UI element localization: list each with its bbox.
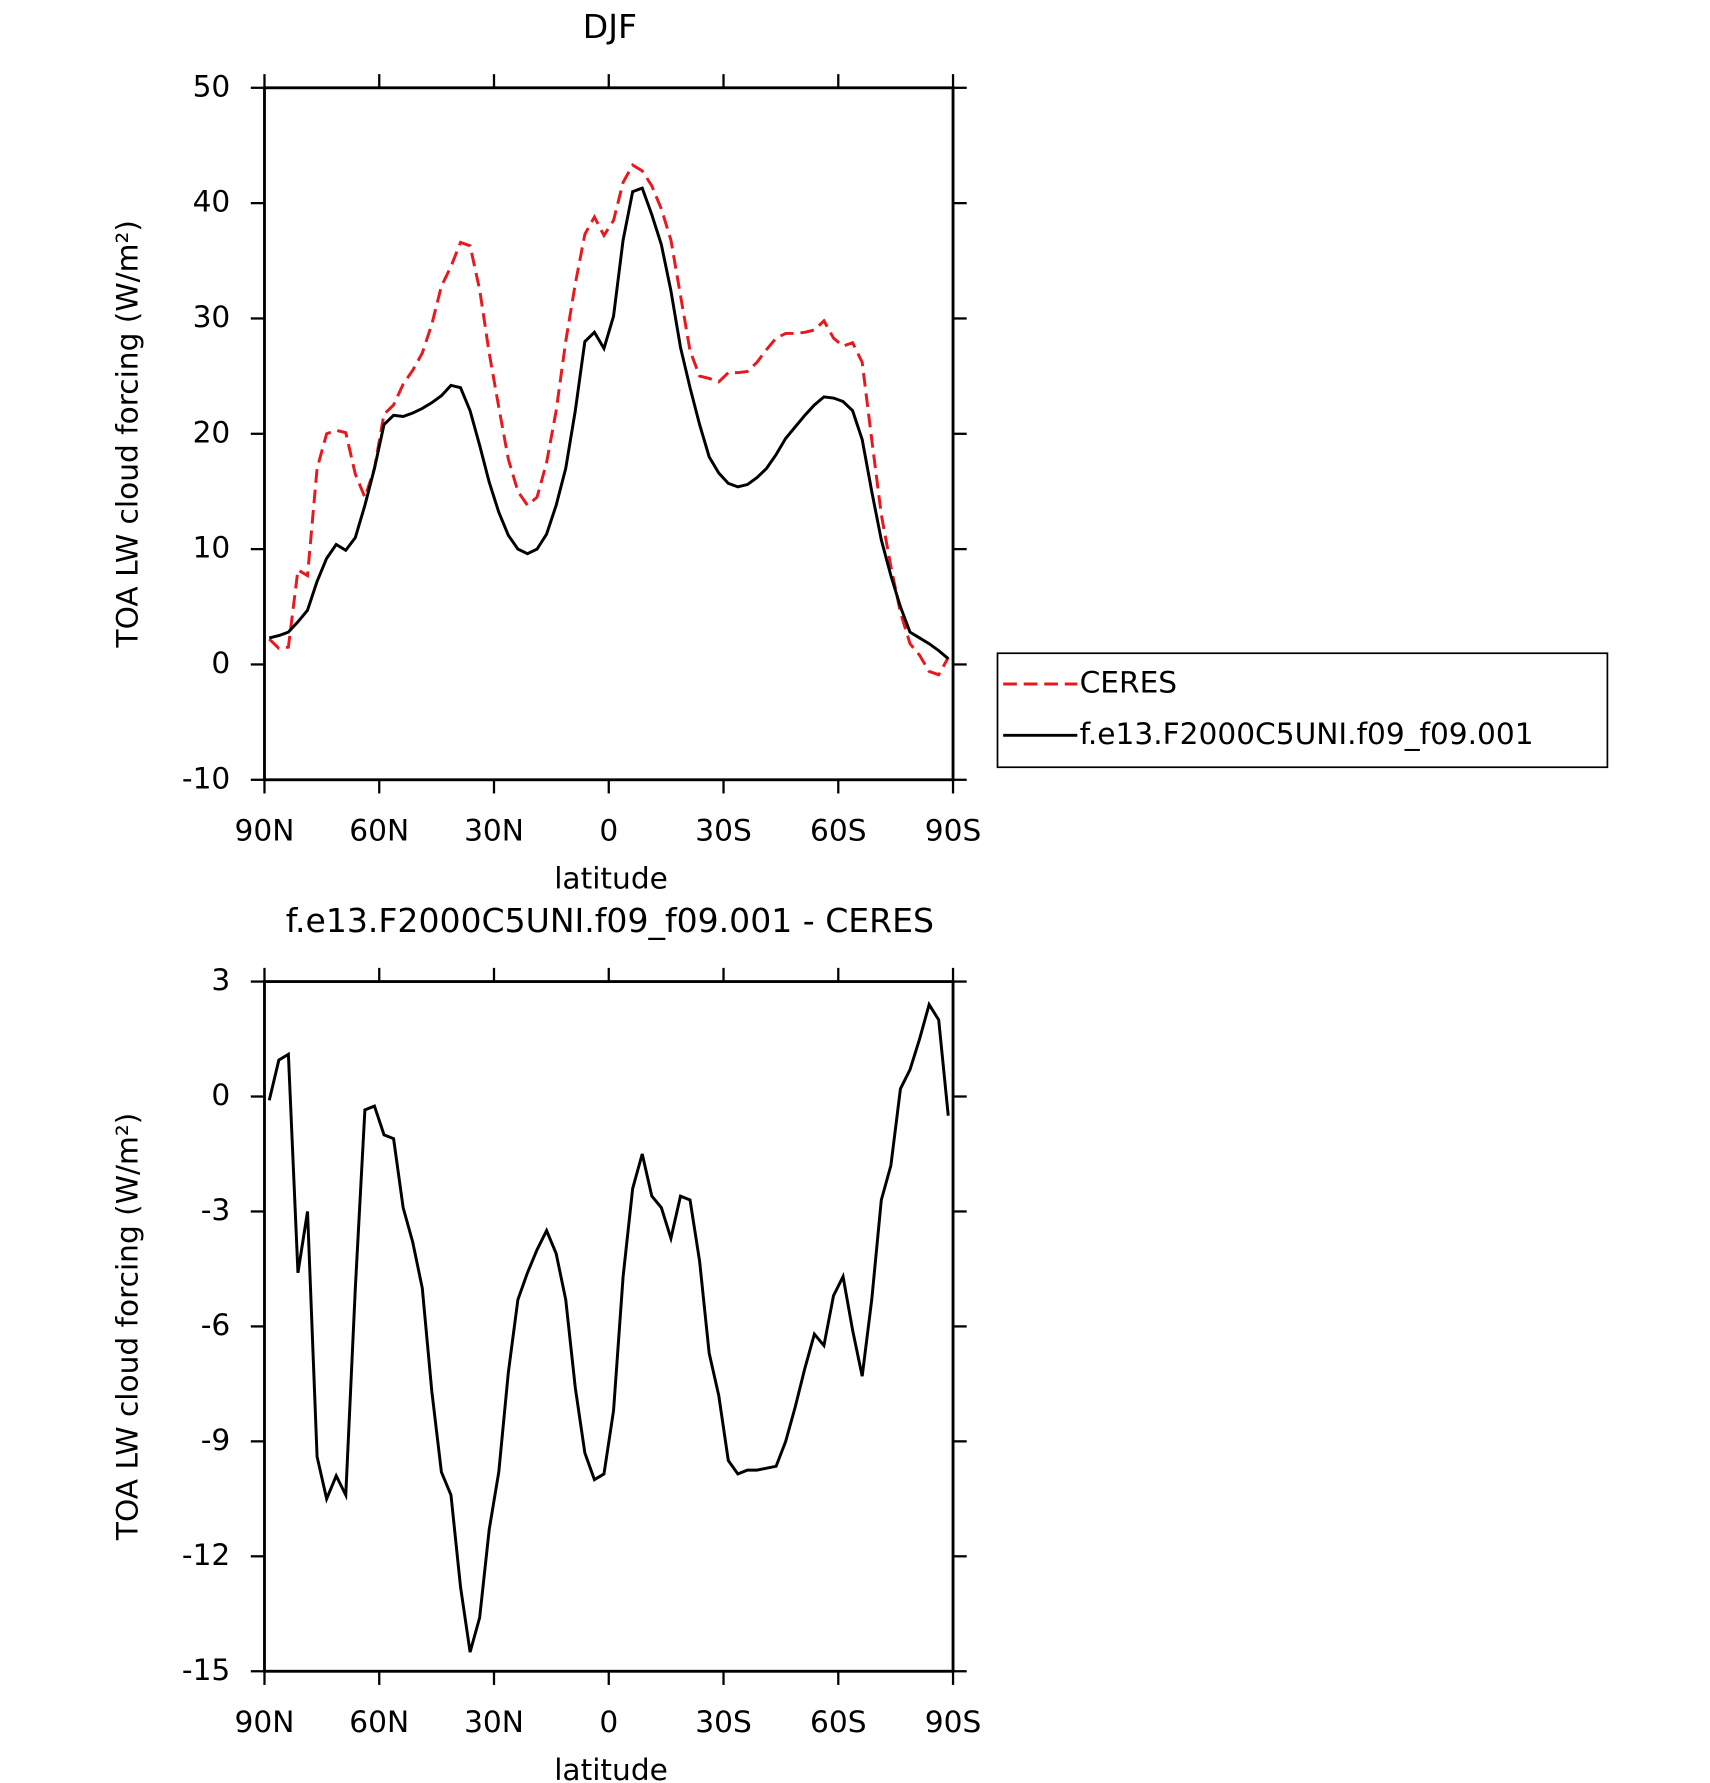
x-tick-label: 90N xyxy=(235,1704,295,1739)
x-tick-label: 60S xyxy=(810,813,867,848)
y-tick-label: 0 xyxy=(211,1077,230,1112)
y-tick-label: -12 xyxy=(182,1537,230,1572)
data-line xyxy=(268,186,950,660)
x-tick-label: 0 xyxy=(599,1704,618,1739)
plot-frame xyxy=(263,980,955,1673)
legend-label: f.e13.F2000C5UNI.f09_f09.001 xyxy=(1080,716,1534,751)
y-tick-label: -10 xyxy=(182,760,230,795)
x-tick-label: 90N xyxy=(235,813,295,848)
y-tick-label: 0 xyxy=(211,645,230,680)
chart-title: DJF xyxy=(583,7,637,46)
y-tick-label: -6 xyxy=(201,1307,231,1342)
x-axis-label: latitude xyxy=(554,1752,668,1783)
x-tick-label: 90S xyxy=(925,1704,982,1739)
y-tick-label: 20 xyxy=(193,414,231,449)
plot-frame xyxy=(263,86,955,782)
x-axis-label: latitude xyxy=(554,861,668,896)
x-tick-label: 30N xyxy=(464,1704,524,1739)
data-line xyxy=(267,1000,950,1653)
data-line xyxy=(268,163,950,677)
x-tick-label: 90S xyxy=(925,813,982,848)
y-tick-label: 40 xyxy=(193,184,231,219)
y-axis-label: TOA LW cloud forcing (W/m²) xyxy=(109,1113,144,1541)
x-tick-label: 30N xyxy=(464,813,524,848)
x-tick-label: 30S xyxy=(695,813,752,848)
legend-box xyxy=(996,652,1609,769)
y-tick-label: 3 xyxy=(211,962,230,997)
x-tick-label: 0 xyxy=(599,813,618,848)
y-tick-label: 10 xyxy=(193,530,231,565)
y-tick-label: 50 xyxy=(193,68,231,103)
y-tick-label: -9 xyxy=(201,1422,231,1457)
x-tick-label: 60S xyxy=(810,1704,867,1739)
y-tick-label: 30 xyxy=(193,299,231,334)
chart-title: f.e13.F2000C5UNI.f09_f09.001 - CERES xyxy=(286,901,934,940)
x-tick-label: 30S xyxy=(695,1704,752,1739)
y-axis-label: TOA LW cloud forcing (W/m²) xyxy=(109,220,144,648)
legend-label: CERES xyxy=(1080,665,1178,700)
x-tick-label: 60N xyxy=(349,813,409,848)
y-tick-label: -3 xyxy=(201,1192,231,1227)
x-tick-label: 60N xyxy=(349,1704,409,1739)
y-tick-label: -15 xyxy=(182,1652,230,1687)
